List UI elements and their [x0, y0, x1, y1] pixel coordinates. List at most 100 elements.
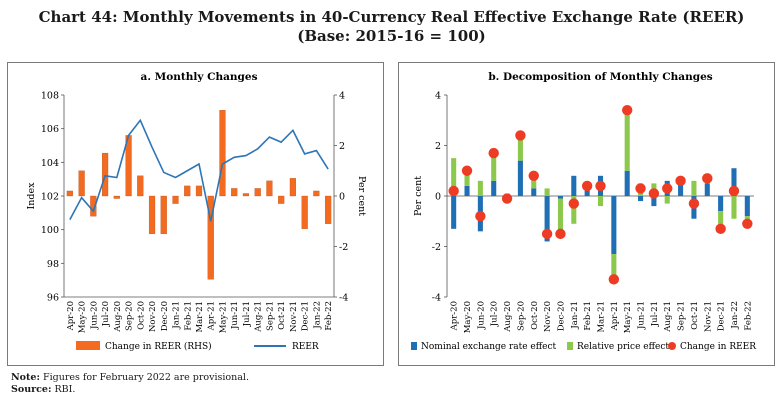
price-effect-bar	[477, 180, 483, 196]
reer-change-dot	[568, 198, 580, 209]
reer-change-dot	[448, 185, 459, 197]
y-axis-label: Index	[26, 182, 37, 210]
nominal-effect-bar	[451, 196, 457, 229]
x-tick-label: May-20	[463, 301, 473, 333]
x-tick-label: Sep-20	[125, 301, 135, 331]
x-tick-label: Aug-21	[254, 301, 264, 333]
reer-change-dot	[581, 180, 593, 192]
legend-label-price: Relative price effect	[577, 342, 669, 352]
note-label: Note:	[11, 372, 40, 383]
reer-change-bar	[242, 193, 250, 197]
source-text: RBI.	[54, 384, 76, 395]
reer-change-bar	[78, 170, 85, 197]
nominal-effect-bar	[544, 196, 550, 242]
reer-change-dot	[675, 175, 686, 187]
x-tick-label: Jan-22	[730, 301, 740, 330]
reer-change-dot	[541, 228, 553, 240]
reer-change-dot	[662, 183, 673, 194]
x-tick-label: Sep-21	[677, 301, 687, 331]
reer-change-bar	[219, 110, 226, 197]
nominal-effect-bar	[517, 160, 523, 196]
nominal-effect-bar	[704, 183, 710, 196]
reer-change-bar	[313, 190, 320, 197]
legend-swatch-nominal	[411, 342, 417, 350]
y-tick-label: -4	[432, 293, 441, 304]
x-tick-label: Jan-21	[570, 301, 580, 330]
x-tick-label: Aug-20	[503, 301, 513, 333]
legend-swatch-price	[567, 342, 573, 350]
price-effect-bar	[517, 135, 523, 161]
reer-change-dot	[555, 228, 566, 240]
x-tick-label: Nov-21	[289, 301, 299, 332]
y2-tick-label: 0	[339, 192, 345, 203]
y2-tick-label: 2	[339, 141, 345, 152]
reer-change-bar	[289, 178, 296, 197]
y-tick-label: 96	[47, 293, 59, 304]
x-tick-label: Sep-20	[516, 301, 526, 331]
legend-label-change: Change in REER (RHS)	[105, 341, 212, 352]
x-tick-label: Jun-21	[637, 301, 647, 330]
nominal-effect-bar	[638, 196, 644, 202]
x-tick-label: Dec-20	[556, 301, 566, 331]
y2-tick-label: -4	[339, 293, 348, 304]
chart-title-line2: (Base: 2015-16 = 100)	[297, 27, 486, 45]
x-tick-label: Mar-21	[195, 301, 205, 333]
reer-change-dot	[621, 104, 633, 116]
x-tick-label: Apr-20	[450, 301, 460, 331]
reer-change-dot	[702, 173, 713, 184]
y-tick-label: 98	[47, 259, 59, 270]
price-effect-bar	[464, 170, 470, 186]
reer-change-dot	[501, 193, 513, 204]
reer-change-dot	[635, 183, 646, 194]
nominal-effect-bar	[718, 196, 724, 212]
x-tick-label: Jul-20	[101, 301, 111, 327]
price-effect-bar	[571, 196, 577, 224]
x-tick-label: Feb-21	[183, 301, 193, 331]
reer-line	[69, 118, 329, 222]
price-effect-bar	[491, 153, 497, 181]
source: Source: RBI.	[11, 384, 75, 396]
x-tick-label: Nov-20	[148, 301, 158, 332]
nominal-effect-bar	[491, 180, 497, 196]
reer-change-bar	[301, 195, 308, 229]
x-tick-label: Nov-20	[543, 301, 553, 332]
x-tick-label: Dec-20	[160, 301, 170, 331]
x-tick-label: May-21	[623, 301, 633, 333]
reer-change-dot	[608, 274, 620, 285]
reer-change-bar	[66, 190, 73, 197]
x-tick-label: Nov-21	[703, 301, 713, 332]
reer-change-dot	[688, 198, 700, 209]
x-tick-label: Apr-21	[610, 301, 620, 331]
reer-change-bar	[160, 195, 167, 235]
nominal-effect-bar	[464, 185, 470, 196]
price-effect-bar	[557, 198, 563, 234]
x-tick-label: Jun-21	[230, 301, 240, 330]
y-tick-label: 108	[41, 91, 59, 102]
y-tick-label: 0	[435, 192, 441, 203]
y-tick-label: 102	[41, 192, 59, 203]
price-effect-bar	[731, 196, 737, 219]
price-effect-bar	[718, 211, 724, 229]
chart-title: Chart 44: Monthly Movements in 40-Curren…	[0, 8, 783, 46]
y-tick-label: 106	[41, 124, 59, 135]
reer-change-dot	[461, 165, 473, 176]
x-tick-label: Aug-21	[663, 301, 673, 333]
reer-change-dot	[728, 185, 740, 197]
price-effect-bar	[611, 254, 617, 280]
reer-change-bar	[113, 195, 120, 199]
reer-change-bar	[137, 175, 144, 197]
price-effect-bar	[531, 175, 537, 189]
reer-change-bar	[254, 188, 261, 197]
x-tick-label: Apr-20	[66, 301, 76, 331]
x-tick-label: Oct-20	[530, 301, 540, 330]
legend-swatch-reer-change	[668, 342, 676, 350]
y2-axis-label: Per cent	[356, 176, 367, 216]
x-tick-label: Jun-20	[89, 301, 99, 330]
nominal-effect-bar	[731, 168, 737, 196]
y2-tick-label: 4	[339, 91, 345, 102]
reer-change-dot	[515, 130, 526, 141]
reer-change-dot	[595, 180, 606, 192]
x-tick-label: Jun-20	[476, 301, 486, 330]
y-tick-label: 2	[435, 141, 441, 152]
reer-change-bar	[102, 152, 109, 197]
